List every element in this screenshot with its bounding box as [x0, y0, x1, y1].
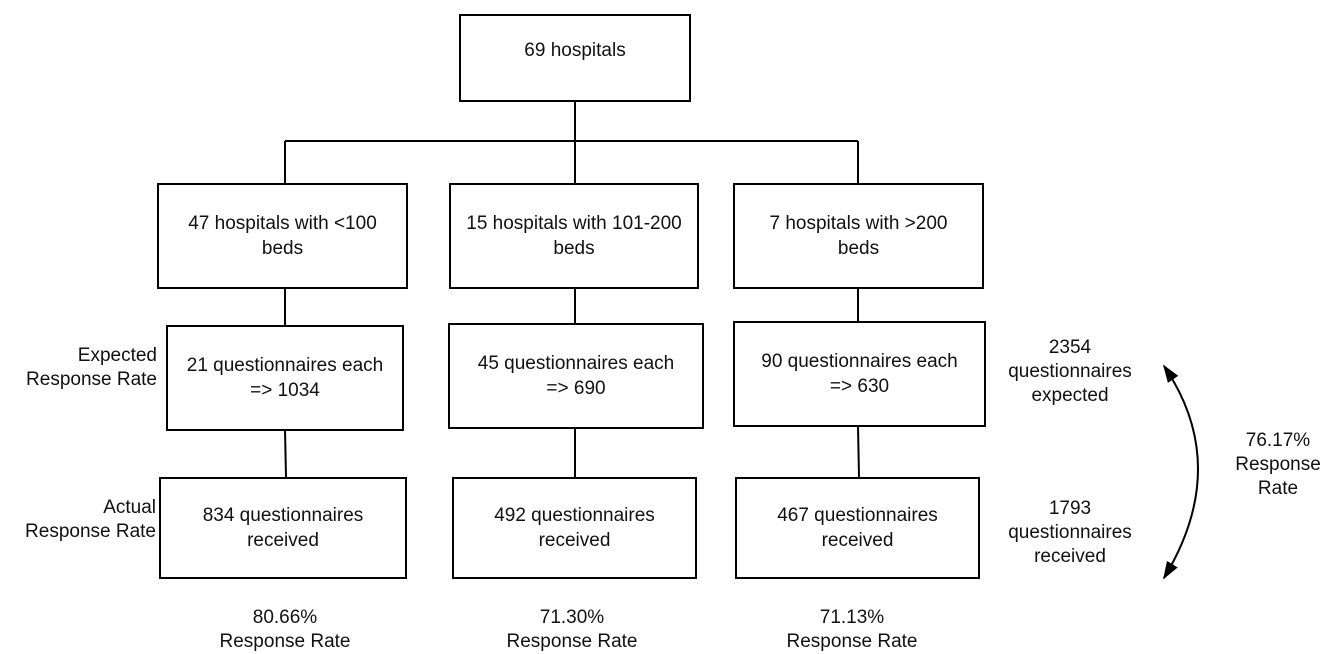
row-label-expected: Expected Response Rate	[26, 345, 157, 390]
expected-box-small: 21 questionnaires each => 1034	[166, 325, 404, 431]
total-received-label: 1793 questionnaires received	[1008, 498, 1132, 567]
group-box-small: 47 hospitals with <100 beds	[157, 183, 408, 289]
group-box-large: 7 hospitals with >200 beds	[733, 183, 984, 289]
root-box: 69 hospitals	[459, 14, 691, 102]
overall-rate-label: 76.17% Response Rate	[1235, 430, 1321, 499]
received-box-small: 834 questionnaires received	[159, 477, 407, 579]
expected-box-large: 90 questionnaires each => 630	[733, 321, 986, 427]
connector-g1-received	[284, 429, 287, 478]
connector-g3-received	[857, 425, 860, 478]
rate-label-small: 80.66% Response Rate	[219, 607, 351, 652]
received-box-large: 467 questionnaires received	[735, 477, 980, 579]
rate-label-large: 71.13% Response Rate	[786, 607, 918, 652]
total-expected-label: 2354 questionnaires expected	[1008, 337, 1132, 406]
root-label: 69 hospitals	[524, 40, 626, 61]
rate-label-medium: 71.30% Response Rate	[506, 607, 638, 652]
group-box-medium: 15 hospitals with 101-200 beds	[449, 183, 699, 289]
received-box-medium: 492 questionnaires received	[452, 477, 697, 579]
row-label-actual: Actual Response Rate	[25, 497, 156, 542]
expected-box-medium: 45 questionnaires each => 690	[448, 323, 704, 429]
response-rate-arc-arrow	[1162, 364, 1199, 580]
